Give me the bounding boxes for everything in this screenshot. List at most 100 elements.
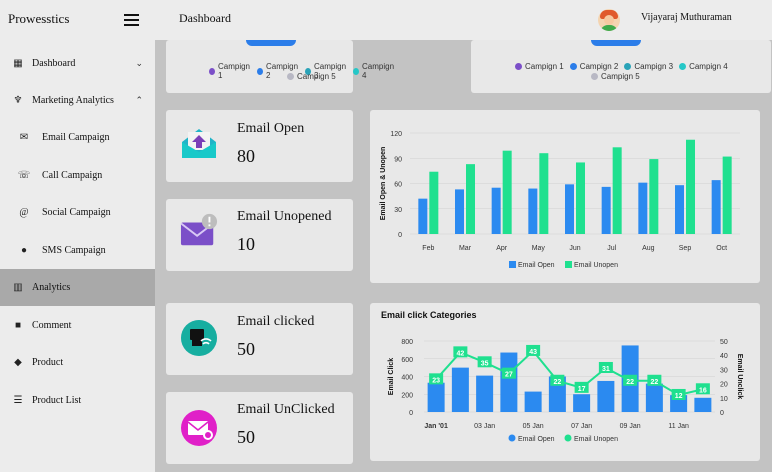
legend-item[interactable]: Campign 2 <box>569 62 618 71</box>
bar <box>427 382 445 412</box>
sidebar-item-analytics[interactable]: ▥ Analytics <box>0 269 155 306</box>
legend-item[interactable]: Campign 1 <box>209 62 251 80</box>
bar <box>451 367 469 412</box>
x-tick-label: May <box>532 245 546 252</box>
stat-label: Email Unopened <box>237 209 332 224</box>
legend-item[interactable]: Campign 5 <box>287 72 336 81</box>
y-tick-label: 90 <box>394 156 402 163</box>
stat-card-email-unopened: Email Unopened 10 <box>166 199 353 271</box>
sidebar: Prowesstics ▦ Dashboard ⌄ ♆ Marketing An… <box>0 0 155 472</box>
y2-tick-label: 0 <box>720 410 724 417</box>
bar <box>539 153 549 234</box>
x-tick-label: Feb <box>422 245 434 252</box>
sidebar-item-marketing-analytics[interactable]: ♆ Marketing Analytics ⌃ <box>0 82 155 118</box>
email-unopened-icon <box>180 213 218 246</box>
sidebar-item-call-campaign[interactable]: ☏ Call Campaign <box>0 157 155 193</box>
x-tick-label: Jul <box>607 245 616 252</box>
data-label-bg <box>429 373 444 385</box>
legend-item[interactable]: Campign 1 <box>515 62 564 71</box>
bar <box>491 187 501 234</box>
legend-item[interactable]: Campign 3 <box>624 62 673 71</box>
sitemap-icon: ♆ <box>13 94 23 106</box>
bar <box>455 189 464 234</box>
email-open-unopen-chart-card: 0 30 60 90 120 Email Open & Unopen Feb Mar Apr Ma… <box>370 110 760 283</box>
list-icon: ☰ <box>13 394 23 406</box>
campaign-legend: Campign 1 Campign 2 Campign 3 Campign 4 <box>515 62 734 71</box>
data-label-bg <box>550 374 565 386</box>
y-tick-label: 200 <box>401 392 413 399</box>
chevron-down-icon: ⌄ <box>135 57 143 68</box>
y2-axis-label: Email Unclick <box>736 354 743 400</box>
y-tick-label: 0 <box>398 232 402 239</box>
data-label: 35 <box>481 360 489 367</box>
sidebar-item-label: Marketing Analytics <box>32 94 114 106</box>
sidebar-item-label: Comment <box>32 319 72 331</box>
bar <box>601 186 611 234</box>
envelope-icon: ✉ <box>19 131 29 143</box>
bar <box>645 383 663 412</box>
data-label-bg <box>695 383 710 395</box>
user-name[interactable]: Vijayaraj Muthuraman <box>641 12 732 23</box>
legend-item[interactable]: Campign 2 <box>257 62 299 80</box>
stat-label: Email Open <box>237 121 305 136</box>
y-tick-label: 400 <box>401 375 413 382</box>
sidebar-item-label: Product List <box>32 394 82 406</box>
bar <box>418 198 428 234</box>
data-label-bg <box>526 344 541 356</box>
email-open-unopen-chart: 0 30 60 90 120 Email Open & Unopen Feb Mar Apr Ma… <box>380 131 740 269</box>
legend-label: Email Unopen <box>574 436 618 443</box>
data-label-bg <box>574 381 589 393</box>
sidebar-item-label: Dashboard <box>32 57 76 69</box>
sidebar-item-social-campaign[interactable]: @ Social Campaign <box>0 194 155 230</box>
bar <box>524 391 542 412</box>
bar <box>597 380 615 412</box>
bar <box>502 150 512 234</box>
stat-value: 80 <box>237 146 255 166</box>
email-click-categories-chart: 0 200 400 600 800 0 10 20 30 40 50 Email Click Email… <box>388 339 743 443</box>
pie-chart-partial <box>246 40 296 46</box>
sidebar-item-email-campaign[interactable]: ✉ Email Campaign <box>0 119 155 155</box>
campaign-pie-card-2: Campign 1 Campign 2 Campign 3 Campign 4 … <box>471 40 771 93</box>
hamburger-menu-icon[interactable] <box>124 14 139 26</box>
comment-icon: ■ <box>14 319 22 331</box>
y-tick-label: 600 <box>401 357 413 364</box>
data-label-bg <box>647 374 662 386</box>
data-label-bg <box>477 356 492 368</box>
sidebar-item-comment[interactable]: ■ Comment <box>0 307 155 343</box>
x-tick-label: 05 Jan <box>523 423 544 430</box>
bar-chart-icon: ▥ <box>13 282 23 293</box>
legend-item[interactable]: Campign 3 <box>305 62 347 80</box>
sms-icon: ● <box>20 244 28 256</box>
sidebar-item-product-list[interactable]: ☰ Product List <box>0 382 155 418</box>
data-label-bg <box>598 361 613 373</box>
legend-item[interactable]: Campign 4 <box>353 62 395 80</box>
data-label: 27 <box>505 372 513 379</box>
user-avatar[interactable] <box>598 9 620 31</box>
x-tick-label: Sep <box>679 245 692 252</box>
legend-item[interactable]: Campign 5 <box>591 72 640 81</box>
y2-tick-label: 50 <box>720 339 728 346</box>
bar <box>476 375 494 412</box>
top-header: Dashboard Vijayaraj Muthuraman <box>155 0 772 40</box>
email-open-icon <box>182 129 216 158</box>
bar <box>573 394 591 412</box>
email-clicked-icon <box>181 320 217 356</box>
sidebar-item-sms-campaign[interactable]: ● SMS Campaign <box>0 232 155 268</box>
phone-icon: ☏ <box>17 169 31 181</box>
data-label: 16 <box>699 387 707 394</box>
x-tick-label: Oct <box>716 245 727 252</box>
stat-card-email-open: Email Open 80 <box>166 110 353 182</box>
campaign-legend-row2: Campign 5 <box>287 72 342 81</box>
stat-label: Email UnClicked <box>237 402 335 417</box>
y2-tick-label: 20 <box>720 382 728 389</box>
sidebar-item-dashboard[interactable]: ▦ Dashboard ⌄ <box>0 45 155 81</box>
bar <box>638 182 648 234</box>
bar <box>675 185 684 234</box>
sidebar-item-label: Email Campaign <box>42 131 110 143</box>
data-label-bg <box>453 346 468 358</box>
sidebar-item-product[interactable]: ◆ Product <box>0 344 155 380</box>
legend-label: Email Open <box>518 262 555 269</box>
y-tick-label: 60 <box>394 182 402 189</box>
legend-item[interactable]: Campign 4 <box>679 62 728 71</box>
data-label-bg <box>671 388 686 400</box>
